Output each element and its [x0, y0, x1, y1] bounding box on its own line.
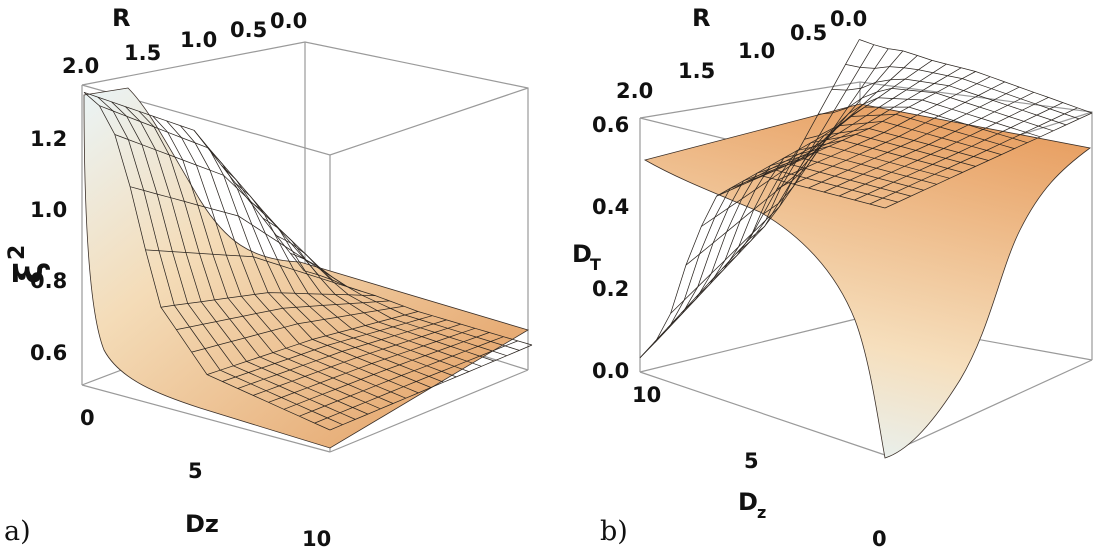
- panel-b-mesh-line-dz7: [747, 67, 962, 184]
- panel-b-xtick-1: 2.0: [616, 79, 653, 103]
- panel-a-mesh-line-dz10: [237, 319, 447, 389]
- panel-a-mesh-line-dz15: [314, 340, 518, 424]
- panel-a-ztick-2: 1.0: [30, 198, 67, 222]
- panel-a-mesh-line-dz1: [99, 105, 319, 276]
- panel-a-mesh-line-dz16: [329, 344, 533, 431]
- panel-b-mesh-line-dz5: [716, 60, 933, 197]
- panel-a-xlabel: R: [112, 4, 130, 32]
- panel-b-mesh-line-dz16: [884, 112, 1093, 209]
- panel-a-mesh-line-dz5: [160, 292, 376, 308]
- panel-a-ztick-1: 1.2: [30, 127, 67, 151]
- panel-b-ztick-3: 0.2: [592, 277, 629, 301]
- panel-a-ytick-1: 0: [80, 406, 95, 430]
- panel-b-mesh-line-dz0: [639, 39, 860, 359]
- panel-a: 1.2 1.0 0.8 0.6 2.0 1.5 1.0 0.5 0.0 0 5 …: [4, 4, 533, 551]
- panel-a-xtick-3: 1.0: [180, 28, 217, 52]
- panel-a-mesh-line-dz12: [268, 327, 476, 403]
- panel-b-mesh-line-dz15: [869, 107, 1078, 205]
- panel-b-zlabel-main: D: [572, 240, 592, 268]
- panel-a-zlabel: ξ 2: [5, 245, 51, 284]
- panel-b-mesh-line-dz2: [670, 48, 889, 314]
- panel-b-ytick-3: 0: [872, 527, 887, 551]
- panel-b-ztick-4: 0.0: [592, 359, 629, 383]
- panel-a-ztick-4: 0.6: [30, 341, 67, 365]
- panel-a-mesh-line-dz7: [191, 305, 404, 353]
- panel-a-xtick-2: 1.5: [124, 41, 161, 65]
- panel-b: 0.6 0.4 0.2 0.0 2.0 1.5 1.0 0.5 0.0 10 5…: [572, 4, 1093, 551]
- panel-b-xlabel: R: [692, 4, 710, 32]
- panel-a-surface: [83, 87, 533, 449]
- panel-b-xtick-2: 1.5: [678, 59, 715, 83]
- panel-a-label: a): [4, 516, 31, 547]
- panel-b-mesh-line-dz3: [685, 50, 904, 266]
- panel-b-ylabel: D z: [738, 488, 766, 522]
- panel-a-mesh-line-dz14: [299, 336, 504, 417]
- panel-a-zlabel-main: ξ: [7, 262, 51, 284]
- panel-a-surface-fill: [83, 87, 529, 449]
- panel-a-xtick-5: 0.0: [270, 9, 307, 33]
- panel-b-zlabel-sub: T: [590, 255, 601, 274]
- panel-a-ytick-3: 10: [302, 527, 331, 551]
- panel-a-zlabel-sup: 2: [5, 245, 30, 260]
- panel-a-x-ticks: 2.0 1.5 1.0 0.5 0.0: [62, 9, 307, 78]
- panel-b-z-ticks: 0.6 0.4 0.2 0.0: [592, 113, 629, 383]
- panel-a-mesh-line-dz0: [83, 91, 305, 271]
- panel-b-ztick-2: 0.4: [592, 195, 629, 219]
- panel-a-ytick-2: 5: [188, 459, 203, 483]
- panel-a-y-ticks: 0 5 10: [80, 406, 331, 551]
- panel-b-mesh-line-dz9: [777, 76, 991, 181]
- panel-a-mesh-line-dz9: [222, 315, 433, 382]
- panel-b-xtick-3: 1.0: [738, 39, 775, 63]
- panel-b-surface: [639, 39, 1093, 459]
- panel-b-label: b): [600, 516, 628, 547]
- panel-a-mesh-line-dz13: [283, 332, 490, 410]
- panel-a-ztick-3: 0.8: [30, 269, 67, 293]
- panel-b-mesh-line-dz12: [823, 91, 1034, 193]
- panel-a-xtick-1: 2.0: [62, 54, 99, 78]
- panel-a-mesh-line-dz6: [176, 300, 390, 330]
- panel-b-surface-fill: [643, 103, 1091, 459]
- panel-a-mesh-line-dz11: [252, 323, 461, 396]
- panel-b-xtick-4: 0.5: [790, 21, 827, 45]
- panel-a-ylabel: Dz: [185, 510, 219, 538]
- panel-a-z-ticks: 1.2 1.0 0.8 0.6: [30, 127, 67, 365]
- panel-b-mesh-line-dz1: [655, 44, 875, 343]
- panel-b-y-ticks: 10 5 0: [632, 383, 887, 551]
- panel-b-mesh-line-dz10: [792, 81, 1005, 185]
- panel-a-xtick-4: 0.5: [230, 18, 267, 42]
- panel-a-mesh-line-dz8: [206, 311, 419, 375]
- panel-a-mesh-line-dz2: [114, 134, 333, 281]
- panel-b-ylabel-main: D: [738, 488, 758, 516]
- panel-b-xtick-5: 0.0: [830, 7, 867, 31]
- panel-b-x-ticks: 2.0 1.5 1.0 0.5 0.0: [616, 7, 867, 103]
- panel-b-ylabel-sub: z: [757, 503, 766, 522]
- panel-a-mesh-line-dz3: [130, 186, 348, 287]
- panel-b-mesh: [639, 39, 1093, 359]
- panel-b-mesh-line-dz14: [854, 102, 1064, 201]
- panel-b-zlabel: D T: [572, 240, 601, 274]
- panel-b-ytick-2: 5: [744, 449, 759, 473]
- panel-b-mesh-line-dz13: [838, 97, 1049, 197]
- panel-b-ztick-1: 0.6: [592, 113, 629, 137]
- panel-a-mesh: [83, 91, 533, 431]
- panel-b-mesh-line-dz6: [731, 63, 947, 190]
- panel-b-mesh-line-dz8: [762, 71, 976, 177]
- panel-b-ytick-1: 10: [632, 383, 661, 407]
- panel-a-mesh-line-dz4: [145, 249, 362, 292]
- panel-b-mesh-line-dz11: [808, 86, 1020, 189]
